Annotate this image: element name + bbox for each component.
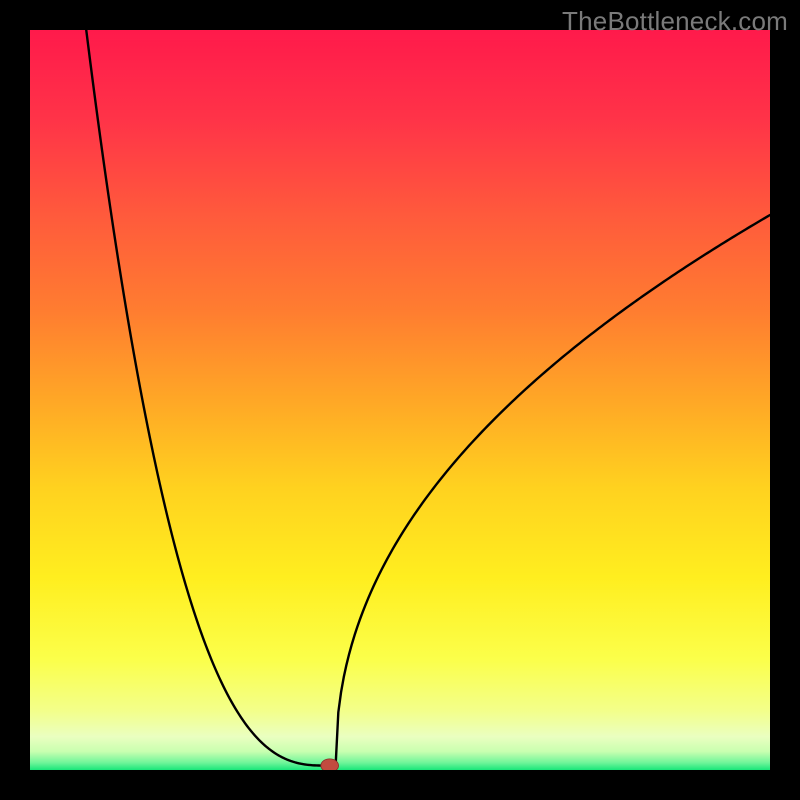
optimal-point-marker bbox=[321, 759, 339, 770]
bottleneck-chart bbox=[30, 30, 770, 770]
chart-background bbox=[30, 30, 770, 770]
outer-frame bbox=[0, 0, 800, 800]
watermark-text: TheBottleneck.com bbox=[562, 6, 788, 37]
